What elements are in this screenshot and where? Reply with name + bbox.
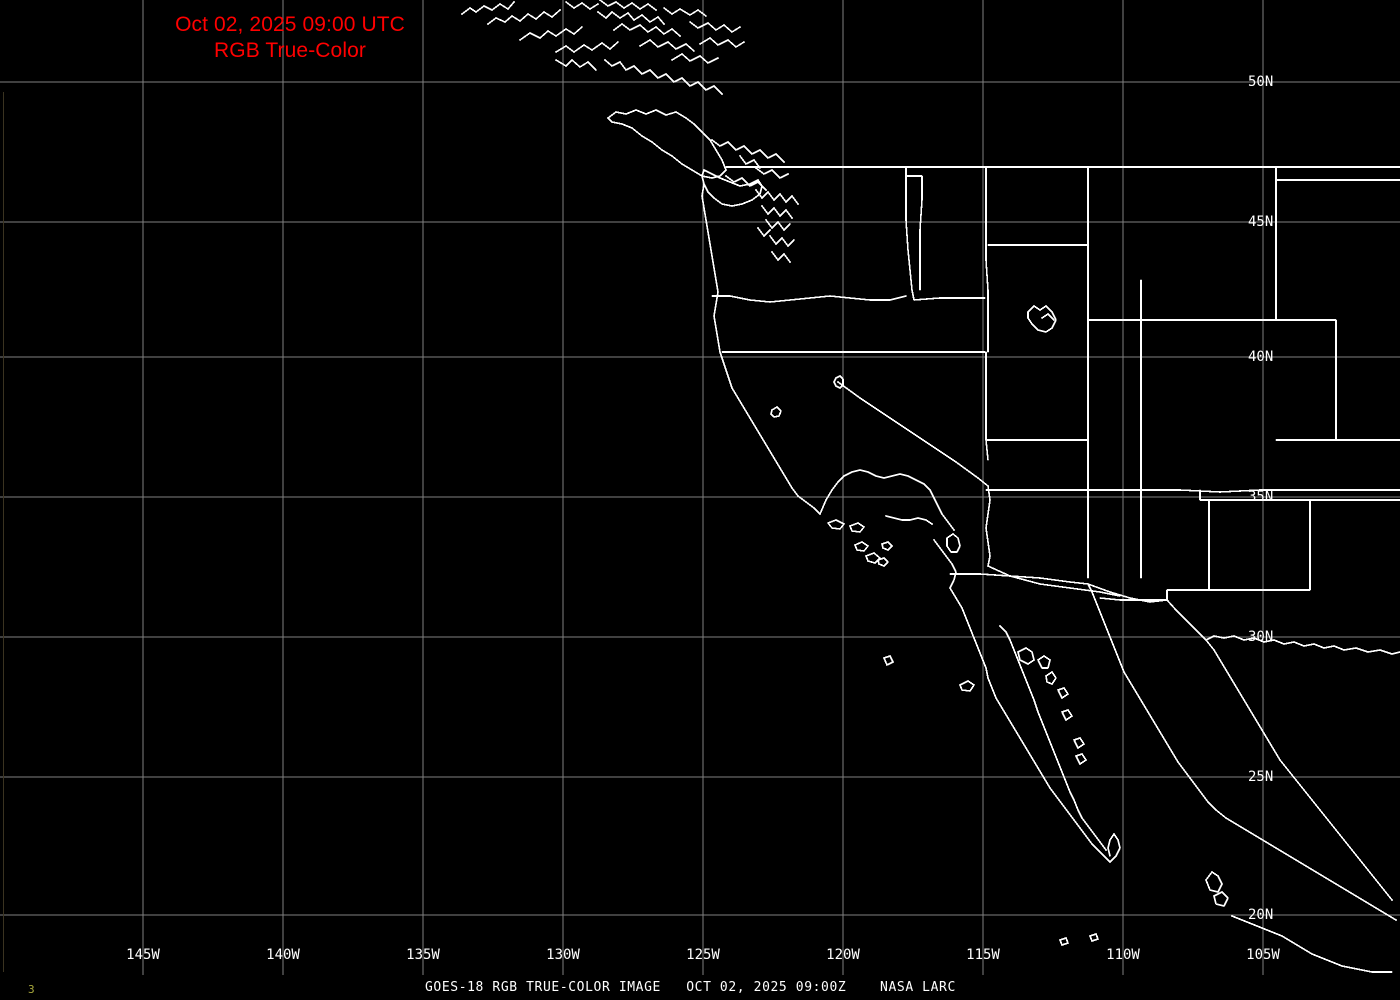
graticule-lines: [0, 0, 1400, 975]
lon-label-130w: 130W: [546, 947, 580, 963]
lon-label-105w: 105W: [1246, 947, 1280, 963]
lon-label-110w: 110W: [1106, 947, 1140, 963]
lat-label-50n: 50N: [1248, 74, 1274, 90]
lon-label-135w: 135W: [406, 947, 440, 963]
corner-marker: 3: [28, 983, 35, 996]
left-edge-tick: [3, 92, 4, 972]
lat-label-30n: 30N: [1248, 629, 1274, 645]
lon-label-140w: 140W: [266, 947, 300, 963]
lat-label-40n: 40N: [1248, 349, 1274, 365]
lat-label-20n: 20N: [1248, 907, 1274, 923]
lon-label-115w: 115W: [966, 947, 1000, 963]
lon-label-145w: 145W: [126, 947, 160, 963]
lon-label-125w: 125W: [686, 947, 720, 963]
coastline-overlay: [461, 0, 1400, 973]
lat-label-45n: 45N: [1248, 214, 1274, 230]
lat-label-35n: 35N: [1248, 489, 1274, 505]
caption-text: GOES-18 RGB TRUE-COLOR IMAGE OCT 02, 202…: [425, 980, 956, 995]
lat-label-25n: 25N: [1248, 769, 1274, 785]
lon-label-120w: 120W: [826, 947, 860, 963]
caption-bar: GOES-18 RGB TRUE-COLOR IMAGE OCT 02, 202…: [0, 978, 1400, 1000]
